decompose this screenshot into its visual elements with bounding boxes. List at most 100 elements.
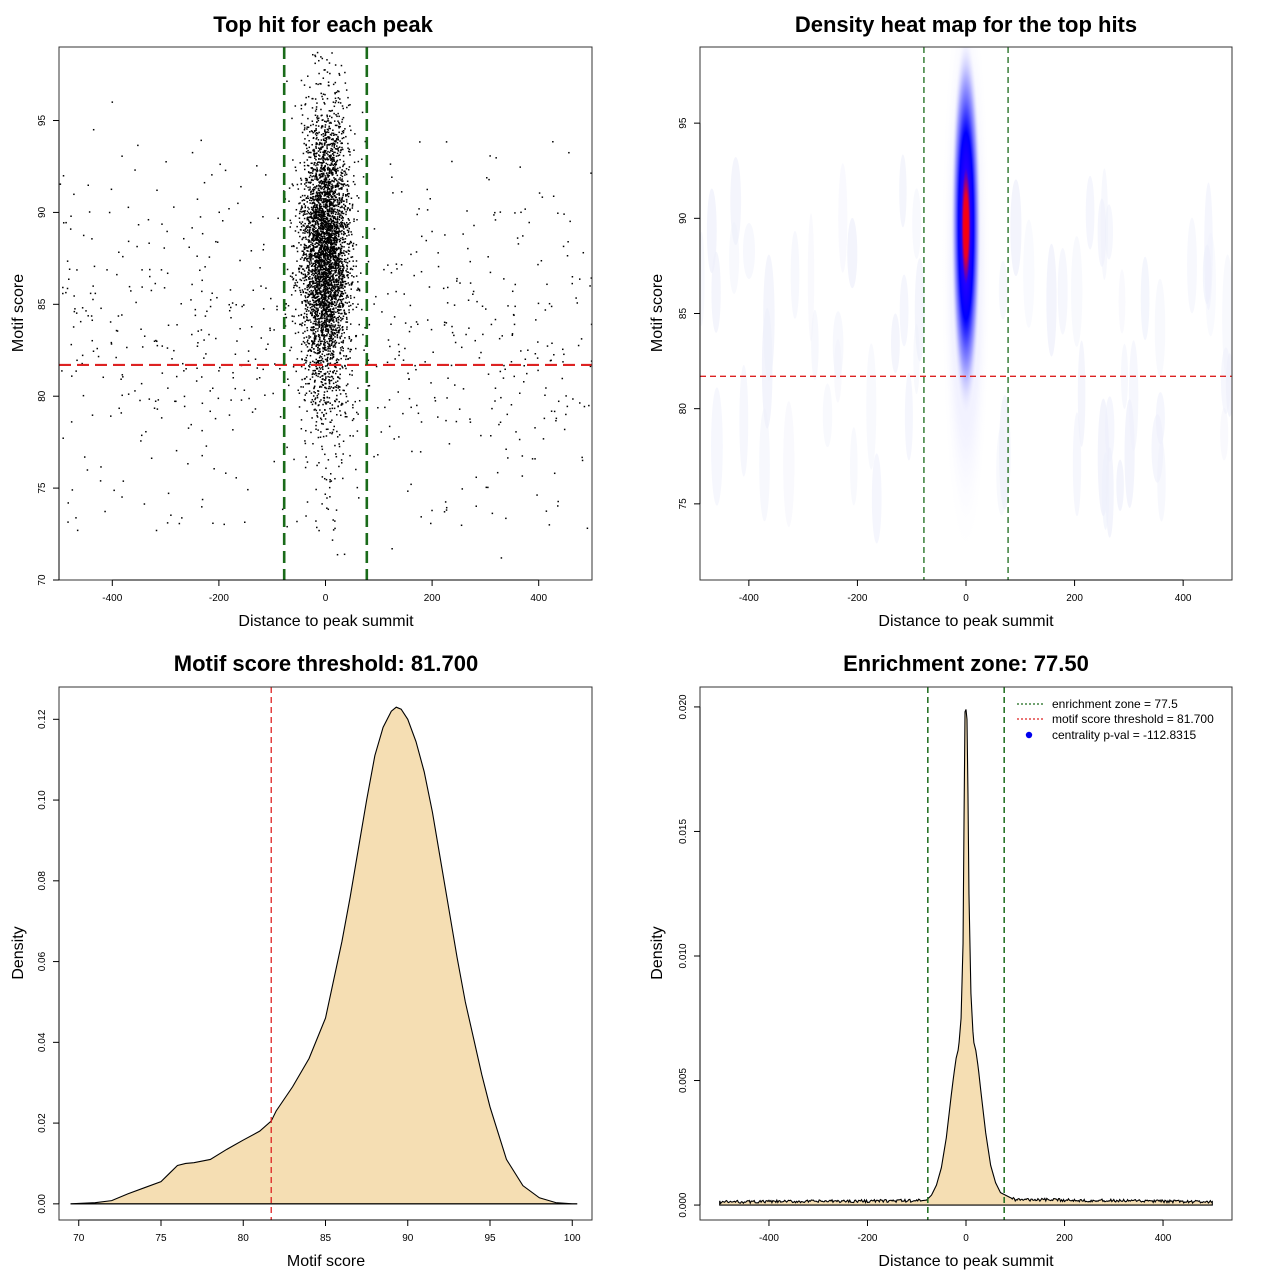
scatter-point [322,156,325,159]
scatter-point [319,262,321,264]
scatter-point [301,322,304,324]
scatter-point [311,403,314,406]
scatter-point [343,389,345,392]
scatter-point [327,328,330,330]
scatter-point [317,362,320,364]
scatter-point [331,256,333,258]
scatter-point [301,268,304,270]
scatter-point [333,157,335,159]
scatter-point [341,277,344,280]
scatter-point [327,305,329,308]
scatter-point [298,202,300,205]
scatter-point [469,260,472,263]
scatter-point [339,267,342,270]
scatter-point [308,232,311,234]
scatter-point [334,97,337,100]
scatter-point [149,275,151,278]
scatter-point [333,280,335,283]
scatter-point [331,153,334,155]
scatter-point [309,222,311,224]
scatter-point [377,406,379,409]
scatter-point [312,209,314,211]
scatter-point [303,203,306,205]
scatter-point [116,273,118,276]
scatter-point [251,411,254,413]
scatter-point [311,172,314,174]
scatter-point [335,243,337,246]
scatter-point [356,195,358,197]
scatter-point [341,215,344,218]
scatter-point [338,218,341,221]
scatter-point [325,274,327,276]
scatter-point [498,337,501,340]
scatter-point [331,333,333,335]
scatter-point [327,185,329,187]
scatter-point [334,271,336,274]
scatter-point [329,252,331,255]
scatter-point [317,239,320,241]
scatter-point [550,410,553,412]
scatter-point [326,324,329,326]
scatter-point [313,273,316,275]
scatter-point [324,283,327,286]
scatter-point [304,244,306,247]
scatter-point [301,206,304,209]
scatter-point [332,239,335,242]
scatter-point [324,266,327,268]
scatter-point [310,250,312,252]
scatter-point [345,251,348,253]
scatter-point [323,394,325,396]
scatter-point [315,164,317,167]
scatter-point [329,350,331,352]
scatter-point [336,370,338,372]
scatter-point [334,148,337,150]
scatter-point [327,129,330,131]
scatter-point [315,361,318,364]
scatter-point [316,152,318,154]
scatter-point [310,401,312,403]
scatter-point [451,331,454,334]
scatter-point [333,105,336,108]
scatter-point [338,90,340,93]
scatter-point [342,164,345,166]
scatter-point [328,287,331,290]
scatter-point [313,163,315,166]
scatter-point [321,378,324,381]
scatter-point [329,121,332,124]
scatter-point [314,262,316,264]
scatter-point [326,208,328,211]
scatter-point [300,104,303,107]
scatter-point [323,261,325,263]
scatter-point [302,340,305,343]
scatter-point [324,276,327,279]
scatter-point [321,320,323,323]
scatter-point [243,389,246,391]
scatter-point [336,262,338,265]
scatter-point [307,319,310,322]
scatter-point [318,244,320,246]
scatter-point [321,374,324,377]
scatter-point [300,428,303,430]
scatter-point [349,125,351,127]
scatter-point [66,287,69,290]
scatter-point [338,309,341,312]
scatter-point [295,370,297,373]
scatter-point [328,486,331,489]
scatter-point [332,287,335,290]
scatter-point [318,232,321,234]
scatter-point [306,128,308,130]
scatter-point [323,101,325,104]
scatter-point [307,95,310,98]
scatter-point [337,235,340,238]
scatter-point [326,196,328,198]
scatter-point [317,288,320,290]
scatter-point [437,265,440,268]
scatter-point [201,232,204,235]
scatter-point [326,276,328,278]
scatter-point [338,329,341,332]
scatter-point [330,221,333,224]
scatter-point [338,215,341,217]
scatter-point [349,272,351,274]
scatter-point [329,224,332,226]
scatter-point [316,313,319,315]
